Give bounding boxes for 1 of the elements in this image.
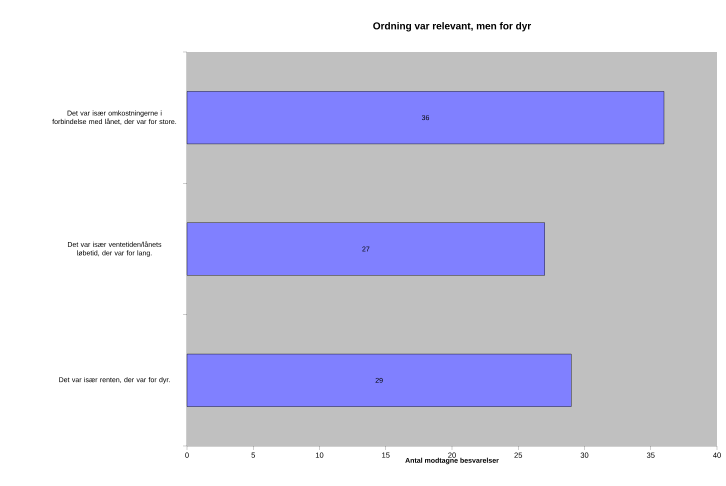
chart-title: Ordning var relevant, men for dyr — [373, 22, 532, 32]
